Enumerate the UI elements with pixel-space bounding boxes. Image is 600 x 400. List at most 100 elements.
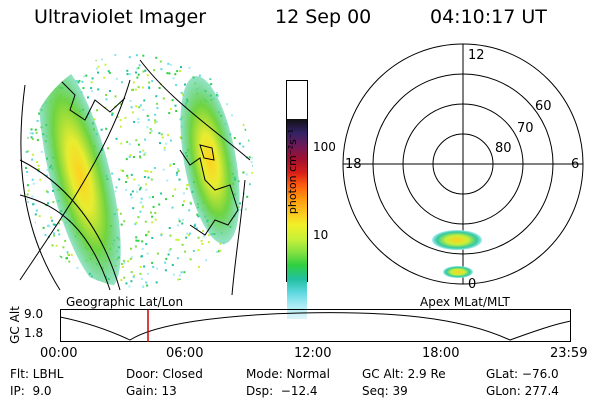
- speckle-dot: [139, 201, 142, 204]
- gain-info: Gain: 13: [126, 384, 177, 398]
- speckle-dot: [50, 216, 53, 219]
- speckle-dot: [34, 97, 36, 100]
- speckle-dot: [235, 79, 238, 82]
- speckle-dot: [177, 224, 179, 227]
- speckle-dot: [28, 239, 31, 242]
- speckle-dot: [134, 245, 137, 248]
- speckle-dot: [249, 93, 252, 96]
- speckle-dot: [55, 55, 58, 57]
- speckle-dot: [213, 284, 216, 287]
- timeline-xtick-2: 12:00: [294, 346, 332, 361]
- speckle-dot: [180, 91, 183, 94]
- speckle-dot: [140, 197, 143, 200]
- speckle-dot: [236, 91, 239, 94]
- speckle-dot: [208, 267, 211, 270]
- speckle-dot: [54, 54, 57, 57]
- speckle-dot: [145, 188, 148, 191]
- speckle-dot: [186, 184, 189, 187]
- speckle-dot: [26, 184, 29, 187]
- speckle-dot: [146, 233, 149, 236]
- speckle-dot: [30, 128, 33, 131]
- speckle-dot: [135, 239, 138, 242]
- speckle-dot: [31, 132, 34, 135]
- speckle-dot: [129, 193, 132, 196]
- speckle-dot: [30, 136, 33, 139]
- speckle-dot: [192, 250, 195, 252]
- speckle-dot: [156, 252, 159, 255]
- speckle-dot: [150, 178, 153, 181]
- speckle-dot: [139, 210, 142, 213]
- speckle-dot: [181, 218, 184, 221]
- speckle-dot: [66, 52, 69, 55]
- speckle-dot: [66, 251, 69, 254]
- speckle-dot: [45, 69, 48, 72]
- speckle-dot: [145, 243, 148, 246]
- speckle-dot: [128, 155, 131, 158]
- speckle-dot: [123, 220, 126, 223]
- speckle-dot: [178, 274, 181, 277]
- speckle-dot: [160, 192, 163, 195]
- speckle-dot: [90, 87, 93, 90]
- speckle-dot: [242, 145, 245, 148]
- speckle-dot: [246, 260, 249, 263]
- speckle-dot: [194, 223, 197, 226]
- instrument-title: Ultraviolet Imager: [34, 6, 207, 28]
- speckle-dot: [172, 77, 175, 80]
- speckle-dot: [207, 241, 210, 244]
- speckle-dot: [147, 176, 150, 179]
- speckle-dot: [130, 196, 133, 199]
- speckle-dot: [115, 77, 118, 80]
- speckle-dot: [34, 266, 37, 269]
- speckle-dot: [154, 119, 157, 122]
- speckle-dot: [29, 284, 32, 287]
- speckle-dot: [111, 112, 114, 115]
- speckle-dot: [121, 266, 124, 268]
- speckle-dot: [144, 170, 147, 173]
- speckle-dot: [193, 224, 196, 227]
- speckle-dot: [248, 253, 250, 256]
- speckle-dot: [139, 186, 142, 189]
- speckle-dot: [26, 171, 29, 173]
- speckle-dot: [91, 56, 94, 58]
- speckle-dot: [154, 218, 157, 221]
- speckle-dot: [247, 262, 250, 265]
- speckle-dot: [65, 68, 68, 71]
- speckle-dot: [97, 88, 100, 91]
- speckle-dot: [248, 156, 251, 159]
- speckle-dot: [211, 65, 214, 68]
- speckle-dot: [28, 237, 31, 240]
- speckle-dot: [28, 234, 31, 237]
- speckle-dot: [210, 83, 213, 86]
- speckle-dot: [225, 261, 228, 264]
- speckle-dot: [160, 68, 163, 71]
- speckle-dot: [246, 107, 249, 110]
- speckle-dot: [242, 109, 245, 112]
- speckle-dot: [48, 225, 51, 228]
- speckle-dot: [120, 103, 122, 106]
- speckle-dot: [45, 174, 48, 177]
- speckle-dot: [205, 259, 208, 262]
- speckle-dot: [229, 275, 231, 278]
- timeline-xtick-3: 18:00: [422, 346, 460, 361]
- speckle-dot: [105, 98, 108, 101]
- speckle-dot: [184, 83, 186, 86]
- speckle-dot: [185, 57, 188, 59]
- speckle-dot: [249, 211, 251, 214]
- speckle-dot: [206, 267, 209, 270]
- speckle-dot: [169, 107, 172, 110]
- speckle-dot: [158, 87, 161, 89]
- speckle-dot: [181, 93, 184, 96]
- speckle-dot: [59, 64, 62, 67]
- colorbar-tick-100: 100: [313, 140, 336, 154]
- speckle-dot: [53, 232, 56, 235]
- speckle-dot: [142, 70, 145, 73]
- speckle-dot: [67, 253, 69, 256]
- speckle-dot: [246, 195, 249, 198]
- speckle-dot: [155, 281, 158, 284]
- speckle-dot: [240, 110, 243, 113]
- speckle-dot: [107, 147, 109, 150]
- speckle-dot: [236, 84, 239, 86]
- speckle-dot: [185, 236, 188, 239]
- speckle-dot: [43, 270, 46, 273]
- speckle-dot: [219, 242, 222, 245]
